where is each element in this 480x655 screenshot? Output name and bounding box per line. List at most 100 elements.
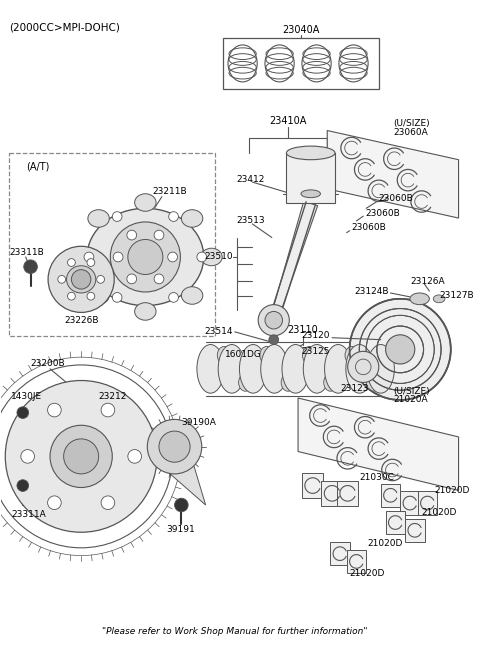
FancyBboxPatch shape	[9, 153, 216, 336]
Circle shape	[128, 240, 163, 274]
Ellipse shape	[135, 194, 156, 212]
Circle shape	[168, 212, 179, 221]
Circle shape	[48, 246, 114, 312]
Text: 21020D: 21020D	[421, 508, 457, 517]
Polygon shape	[270, 201, 318, 322]
Polygon shape	[298, 398, 458, 491]
Circle shape	[154, 274, 164, 284]
Ellipse shape	[366, 374, 380, 391]
FancyBboxPatch shape	[405, 519, 424, 542]
Text: 23125: 23125	[301, 347, 330, 356]
Text: 23110: 23110	[288, 325, 318, 335]
Text: 23060B: 23060B	[365, 209, 400, 217]
Ellipse shape	[181, 210, 203, 227]
Circle shape	[348, 351, 379, 383]
Circle shape	[112, 212, 122, 221]
Text: 23514: 23514	[204, 328, 233, 337]
Circle shape	[48, 403, 61, 417]
Circle shape	[175, 498, 188, 512]
FancyBboxPatch shape	[385, 511, 405, 534]
Ellipse shape	[181, 287, 203, 305]
Text: 23311B: 23311B	[9, 248, 44, 257]
Ellipse shape	[260, 346, 274, 364]
Ellipse shape	[197, 345, 224, 393]
Circle shape	[87, 259, 95, 267]
Ellipse shape	[261, 345, 288, 393]
Text: 23124B: 23124B	[354, 286, 388, 295]
Ellipse shape	[367, 345, 395, 393]
FancyBboxPatch shape	[330, 542, 349, 565]
Circle shape	[5, 381, 157, 533]
Circle shape	[112, 293, 122, 302]
Circle shape	[48, 496, 61, 510]
Text: 21020D: 21020D	[367, 540, 403, 548]
Ellipse shape	[87, 208, 204, 306]
Circle shape	[258, 305, 289, 336]
Circle shape	[17, 407, 29, 419]
Text: 21020A: 21020A	[394, 396, 428, 405]
Text: 23123: 23123	[340, 384, 368, 393]
Ellipse shape	[281, 374, 295, 391]
Text: "Please refer to Work Shop Manual for further information": "Please refer to Work Shop Manual for fu…	[102, 627, 368, 637]
Circle shape	[87, 292, 95, 300]
Text: 1601DG: 1601DG	[225, 350, 262, 359]
Text: (U/SIZE): (U/SIZE)	[394, 119, 430, 128]
Circle shape	[147, 419, 202, 474]
Ellipse shape	[239, 374, 252, 391]
Circle shape	[0, 357, 180, 555]
Polygon shape	[167, 457, 205, 505]
Text: 39190A: 39190A	[181, 418, 216, 427]
Circle shape	[101, 403, 115, 417]
Circle shape	[168, 293, 179, 302]
Text: 39191: 39191	[167, 525, 195, 534]
Text: 21030C: 21030C	[360, 474, 394, 482]
Circle shape	[269, 335, 278, 345]
Ellipse shape	[287, 146, 335, 160]
Circle shape	[127, 274, 137, 284]
Ellipse shape	[324, 345, 352, 393]
Ellipse shape	[302, 346, 316, 364]
Text: 23060B: 23060B	[351, 223, 386, 233]
Circle shape	[17, 479, 29, 491]
Text: 21020D: 21020D	[349, 569, 385, 578]
Ellipse shape	[303, 345, 331, 393]
Text: 23060A: 23060A	[394, 128, 428, 137]
Circle shape	[113, 252, 123, 262]
Text: 23211B: 23211B	[152, 187, 187, 196]
FancyBboxPatch shape	[302, 473, 324, 498]
Circle shape	[385, 335, 415, 364]
Text: 23200B: 23200B	[31, 360, 65, 369]
Ellipse shape	[346, 345, 373, 393]
Text: 23410A: 23410A	[270, 116, 307, 126]
Ellipse shape	[433, 295, 445, 303]
Circle shape	[101, 496, 115, 510]
Bar	[223, 38, 379, 88]
Ellipse shape	[69, 248, 90, 266]
Text: 23510: 23510	[204, 252, 233, 261]
Ellipse shape	[217, 346, 231, 364]
Text: 23126A: 23126A	[410, 277, 444, 286]
Text: 1430JE: 1430JE	[11, 392, 42, 401]
Circle shape	[21, 449, 35, 463]
Circle shape	[24, 260, 37, 274]
Ellipse shape	[88, 287, 109, 305]
Text: (U/SIZE): (U/SIZE)	[394, 386, 430, 396]
FancyBboxPatch shape	[381, 483, 400, 507]
FancyBboxPatch shape	[337, 481, 359, 506]
Ellipse shape	[410, 293, 430, 305]
Text: 23513: 23513	[237, 217, 265, 225]
Ellipse shape	[201, 248, 222, 266]
Text: 23040A: 23040A	[282, 26, 320, 35]
Circle shape	[110, 222, 180, 292]
Circle shape	[72, 270, 91, 289]
Circle shape	[168, 252, 178, 262]
Ellipse shape	[345, 346, 359, 364]
Circle shape	[159, 431, 190, 462]
FancyBboxPatch shape	[418, 491, 437, 515]
Circle shape	[265, 311, 283, 329]
Text: 23120: 23120	[301, 331, 330, 340]
Text: 23060B: 23060B	[379, 194, 414, 203]
Ellipse shape	[301, 190, 321, 198]
Text: (2000CC>MPI-DOHC): (2000CC>MPI-DOHC)	[9, 22, 120, 33]
Text: 23226B: 23226B	[65, 316, 99, 325]
